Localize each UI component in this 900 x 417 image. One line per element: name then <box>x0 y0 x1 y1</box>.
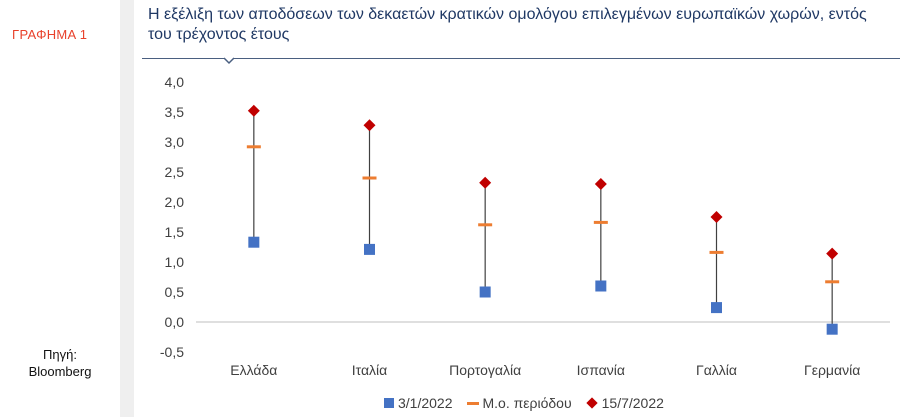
end-diamond-marker <box>363 119 376 132</box>
x-category-label: Γερμανία <box>804 362 860 378</box>
y-tick-label: 0,0 <box>165 314 185 330</box>
chart-number-label: ΓΡΑΦΗΜΑ 1 <box>12 27 88 42</box>
x-category-label: Πορτογαλία <box>449 362 521 378</box>
x-category-label: Ισπανία <box>577 362 625 378</box>
y-tick-label: 2,0 <box>165 194 185 210</box>
source-note: Πηγή: Bloomberg <box>0 346 120 380</box>
end-diamond-marker <box>247 104 260 117</box>
start-square-marker <box>479 286 491 298</box>
x-category-label: Γαλλία <box>696 362 737 378</box>
end-diamond-marker <box>479 176 492 189</box>
end-diamond-marker <box>826 247 839 260</box>
legend: 3/1/2022 Μ.ο. περιόδου 15/7/2022 <box>384 394 678 412</box>
source-name: Bloomberg <box>28 364 92 379</box>
y-tick-label: 1,0 <box>165 254 185 270</box>
mark-layer <box>246 104 840 335</box>
y-tick-label: 1,5 <box>165 224 185 240</box>
y-tick-label: 0,5 <box>165 284 185 300</box>
legend-item-start: 3/1/2022 <box>384 395 453 411</box>
axis-layer: 4,0 3,5 3,0 2,5 2,0 1,5 1,0 0,5 0,0 -0,5 Ελλάδα Ιτα… <box>160 74 890 378</box>
legend-label-mean: Μ.ο. περιόδου <box>482 395 572 411</box>
y-tick-label: 3,5 <box>165 104 185 120</box>
panel-divider <box>120 0 134 417</box>
legend-item-mean: Μ.ο. περιόδου <box>466 395 572 411</box>
source-title: Πηγή: <box>43 347 77 362</box>
start-square-marker <box>711 302 722 314</box>
y-tick-label: 2,5 <box>165 164 185 180</box>
start-square-marker <box>595 280 607 292</box>
chart-title-line1: Η εξέλιξη των αποδόσεων των δεκαετών κρα… <box>148 6 867 23</box>
title-pointer <box>223 57 235 65</box>
chart-title-line2: του τρέχοντος έτους <box>148 26 290 43</box>
legend-label-start: 3/1/2022 <box>398 395 453 411</box>
legend-label-end: 15/7/2022 <box>601 395 664 411</box>
start-square-marker <box>364 243 375 255</box>
chart-panel <box>134 0 900 417</box>
start-square-marker <box>248 236 260 248</box>
y-tick-label: -0,5 <box>160 344 184 360</box>
legend-item-end: 15/7/2022 <box>585 395 664 411</box>
diamond-marker-icon <box>585 397 598 409</box>
end-diamond-marker <box>710 211 723 223</box>
square-marker-icon <box>384 398 394 408</box>
sidebar: ΓΡΑΦΗΜΑ 1 Πηγή: Bloomberg <box>0 0 120 417</box>
y-tick-label: 4,0 <box>165 74 185 90</box>
x-category-label: Ελλάδα <box>230 362 277 378</box>
x-category-label: Ιταλία <box>352 362 388 378</box>
start-square-marker <box>826 323 838 335</box>
dash-marker-icon <box>466 401 479 405</box>
chart-title: Η εξέλιξη των αποδόσεων των δεκαετών κρα… <box>148 5 893 45</box>
y-tick-label: 3,0 <box>165 134 185 150</box>
end-diamond-marker <box>594 178 607 190</box>
title-rule <box>142 58 900 59</box>
